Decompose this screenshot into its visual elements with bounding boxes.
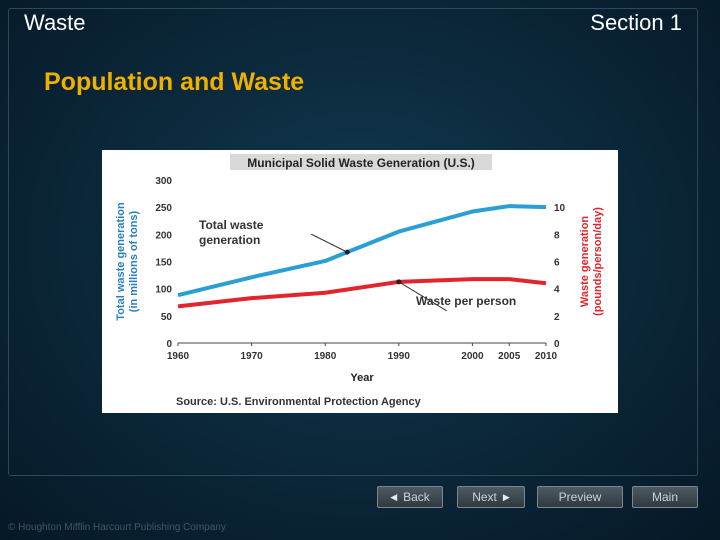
x-tick-label: 1970 (240, 351, 263, 362)
x-axis-label: Year (350, 372, 374, 384)
y-tick-label: 50 (161, 312, 173, 323)
back-arrow-icon: ◀ (390, 491, 398, 502)
line-chart: Municipal Solid Waste Generation (U.S.) 0… (115, 154, 604, 408)
x-tick-label: 1960 (167, 351, 190, 362)
next-arrow-icon: ▶ (502, 491, 510, 502)
annotation-leader (398, 281, 448, 312)
y-tick-label: 100 (155, 285, 172, 296)
annotation-label: generation (199, 233, 260, 247)
y2-tick-label: 2 (554, 312, 560, 323)
y-tick-label: 300 (155, 176, 172, 187)
chart-container: Municipal Solid Waste Generation (U.S.) 0… (102, 150, 618, 413)
section-name: Waste (24, 10, 86, 35)
y-axis-label: (in millions of tons) (128, 210, 140, 312)
series-line-total (177, 204, 547, 298)
annotation-label: Total waste (199, 218, 264, 232)
y2-axis-label: (pounds/person/day) (592, 207, 604, 316)
main-button-label: Main (651, 490, 678, 504)
y2-tick-label: 8 (554, 230, 560, 241)
preview-button[interactable]: Preview (537, 486, 623, 508)
chart-title: Municipal Solid Waste Generation (U.S.) (247, 156, 475, 170)
x-tick-label: 2000 (461, 351, 484, 362)
y2-tick-label: 4 (554, 285, 560, 296)
main-button[interactable]: Main (632, 486, 698, 508)
copyright-notice: © Houghton Mifflin Harcourt Publishing C… (8, 522, 226, 533)
y2-tick-label: 6 (554, 258, 560, 269)
y2-tick-label: 10 (554, 203, 566, 214)
y-tick-label: 200 (155, 230, 172, 241)
x-tick-label: 2010 (535, 351, 558, 362)
back-button[interactable]: ◀ Back (377, 486, 443, 508)
next-button-label: Next (472, 490, 497, 504)
x-tick-label: 1980 (314, 351, 337, 362)
y2-tick-label: 0 (554, 339, 560, 350)
section-number: Section 1 (590, 10, 682, 35)
y-tick-label: 250 (155, 203, 172, 214)
y-tick-label: 150 (155, 258, 172, 269)
y-tick-label: 0 (166, 339, 172, 350)
x-tick-label: 1990 (388, 351, 411, 362)
next-button[interactable]: Next ▶ (457, 486, 525, 508)
y2-axis-label: Waste generation (579, 216, 591, 308)
chart-source: Source: U.S. Environmental Protection Ag… (176, 396, 422, 408)
y-axis-label: Total waste generation (115, 202, 127, 321)
back-button-label: Back (403, 490, 430, 504)
annotation-label: Waste per person (416, 294, 516, 308)
slide-frame (8, 8, 698, 476)
chart-title-bar (230, 154, 492, 170)
x-tick-label: 2005 (498, 351, 521, 362)
preview-button-label: Preview (558, 490, 602, 504)
slide-title: Population and Waste (44, 68, 305, 96)
annotation-leader (311, 233, 348, 253)
